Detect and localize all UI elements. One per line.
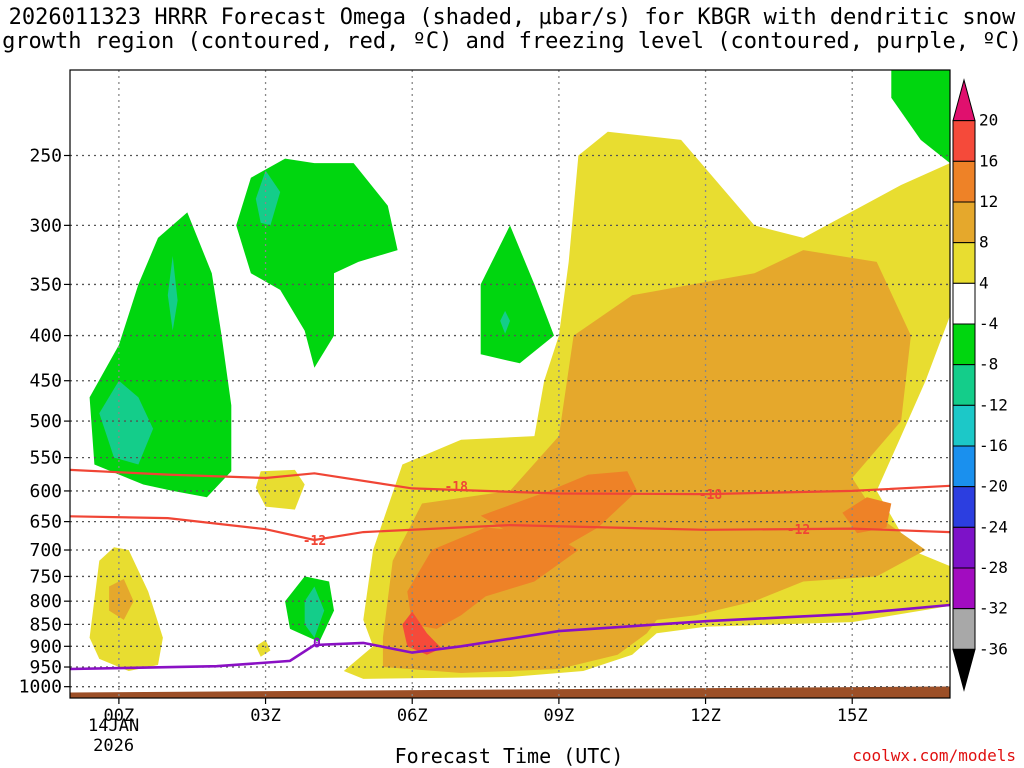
omega-region [255, 170, 281, 226]
omega-region [255, 639, 271, 657]
colorbar-label: 20 [979, 111, 998, 130]
freezing-level-contour [69, 603, 951, 671]
colorbar-label: -12 [979, 395, 1008, 414]
colorbar-label: -20 [979, 477, 1008, 496]
y-tick-label: 900 [29, 636, 62, 657]
colorbar-label: -36 [979, 639, 1008, 658]
colorbar-label: 4 [979, 273, 989, 292]
y-tick-label: 400 [29, 326, 62, 347]
x-date-label: 14JAN 2026 [88, 716, 140, 756]
omega-region [236, 158, 398, 368]
colorbar-swatch [952, 201, 976, 244]
colorbar-cap-bottom [952, 648, 976, 692]
y-tick-label: 1000 [19, 677, 62, 698]
freezing-level-contour-label: 0 [313, 636, 321, 651]
contour-lines: -18 -18 -12 -12 0 [69, 468, 951, 671]
colorbar-swatch [952, 323, 976, 366]
y-tick-label: 600 [29, 481, 62, 502]
omega-region [480, 225, 554, 364]
y-tick-label: 750 [29, 566, 62, 587]
colorbar-swatch [952, 608, 976, 650]
omega-region [407, 527, 579, 629]
omega-region [891, 70, 950, 164]
dgz-contour-label: -18 [444, 480, 468, 495]
colorbar-label: 16 [979, 151, 998, 170]
x-tick-label: 00Z [104, 706, 135, 726]
terrain [70, 686, 950, 698]
dgz-contour-label: -12 [787, 523, 810, 538]
colorbar-swatch [952, 526, 976, 569]
y-tick-label: 250 [29, 145, 62, 166]
y-tick-label: 850 [29, 614, 62, 635]
dgz-contour-label: -12 [303, 534, 326, 549]
dgz-contour [69, 515, 951, 542]
colorbar-swatch [952, 120, 976, 162]
chart-title: 2026011323 HRRR Forecast Omega (shaded, … [2, 5, 1022, 54]
dgz-contour [69, 468, 951, 496]
y-tick-label: 950 [29, 657, 62, 678]
y-tick-label: 450 [29, 371, 62, 392]
colorbar-label: -32 [979, 599, 1008, 618]
colorbar-label: -24 [979, 517, 1008, 536]
x-tick-label: 12Z [690, 706, 721, 726]
colorbar: 20 16 12 8 4 -4 -8 -12 -16 -20 -24 -28 -32 -36 [952, 78, 1008, 692]
omega-region [255, 469, 305, 510]
colorbar-swatch [952, 445, 976, 488]
y-tick-label: 800 [29, 591, 62, 612]
source-credit[interactable]: coolwx.com/models [852, 746, 1016, 765]
plot-frame [69, 69, 951, 699]
x-tick-label: 15Z [837, 706, 868, 726]
x-tick-label: 03Z [250, 706, 281, 726]
colorbar-label: -16 [979, 436, 1008, 455]
omega-region [842, 497, 892, 534]
colorbar-cap-top [952, 78, 976, 122]
colorbar-swatch [952, 242, 976, 284]
omega-region [500, 310, 510, 334]
colorbar-label: 12 [979, 192, 998, 211]
y-tick-label: 350 [29, 274, 62, 295]
colorbar-swatch [952, 486, 976, 528]
colorbar-label: -4 [979, 314, 998, 333]
omega-region [99, 380, 154, 465]
colorbar-swatch [952, 282, 976, 325]
y-tick-label: 550 [29, 448, 62, 469]
omega-region [304, 586, 325, 638]
y-tick-label: 700 [29, 540, 62, 561]
y-tick-label: 300 [29, 215, 62, 236]
colorbar-swatch [952, 364, 976, 406]
colorbar-swatch [952, 160, 976, 203]
omega-region [167, 256, 178, 331]
x-axis-label: Forecast Time (UTC) [394, 744, 624, 768]
omega-region [89, 212, 232, 498]
colorbar-swatch [952, 404, 976, 447]
y-tick-label: 500 [29, 411, 62, 432]
colorbar-label: 8 [979, 233, 989, 252]
y-tick-label: 650 [29, 512, 62, 533]
colorbar-label: -8 [979, 355, 998, 374]
terrain-layer [70, 686, 950, 698]
omega-shading [89, 70, 950, 679]
dgz-contour-label: -18 [699, 488, 723, 503]
colorbar-swatch [952, 567, 976, 610]
x-tick-label: 09Z [544, 706, 575, 726]
colorbar-label: -28 [979, 558, 1008, 577]
omega-region [109, 579, 134, 620]
x-tick-label: 06Z [397, 706, 428, 726]
axes: 2503003504004505005506006507007508008509… [19, 69, 951, 726]
